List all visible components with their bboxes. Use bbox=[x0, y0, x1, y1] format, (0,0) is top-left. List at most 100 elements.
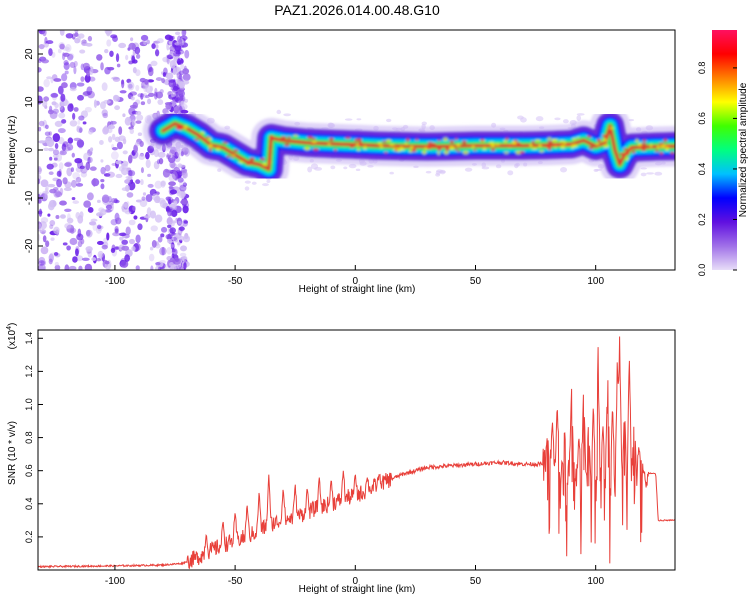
noise-blob bbox=[53, 186, 59, 191]
noise-blob bbox=[74, 158, 83, 164]
noise-blob bbox=[147, 183, 154, 188]
noise-blob bbox=[128, 219, 136, 226]
ridge-speckle bbox=[507, 144, 513, 148]
noise-blob bbox=[48, 147, 55, 152]
noise-blob bbox=[54, 102, 59, 109]
noise-blob bbox=[60, 214, 66, 219]
noise-blob bbox=[122, 150, 128, 155]
noise-blob bbox=[135, 69, 141, 77]
noise-blob bbox=[92, 223, 98, 231]
noise-blob bbox=[159, 89, 164, 94]
noise-blob bbox=[182, 182, 187, 187]
noise-blob bbox=[112, 35, 118, 42]
ridge-speckle bbox=[456, 143, 461, 147]
noise-blob bbox=[46, 76, 53, 80]
noise-blob bbox=[283, 113, 292, 117]
noise-blob bbox=[133, 144, 138, 153]
ridge-speckle bbox=[280, 136, 287, 139]
noise-blob bbox=[79, 211, 84, 219]
ridge-speckle bbox=[529, 143, 533, 148]
noise-blob bbox=[137, 93, 145, 98]
noise-blob bbox=[179, 184, 187, 192]
spectrogram-y-ticks: -20 -10 0 10 20 bbox=[24, 48, 43, 253]
noise-blob bbox=[40, 246, 49, 255]
noise-blob bbox=[165, 196, 171, 201]
noise-blob bbox=[169, 227, 176, 234]
noise-blob bbox=[143, 83, 148, 93]
colorbar-tick-label: 0.6 bbox=[697, 112, 707, 125]
noise-blob bbox=[118, 126, 123, 135]
noise-blob bbox=[85, 161, 91, 171]
noise-blob bbox=[155, 77, 163, 82]
x-tick-label: 100 bbox=[587, 276, 604, 287]
noise-blob bbox=[100, 159, 104, 163]
noise-blob bbox=[89, 68, 94, 75]
colorbar-ramp bbox=[712, 30, 737, 270]
noise-blob bbox=[80, 76, 85, 82]
noise-blob bbox=[110, 120, 117, 125]
noise-blob bbox=[147, 63, 152, 73]
noise-blob bbox=[344, 118, 353, 121]
noise-blob bbox=[173, 49, 181, 57]
noise-blob bbox=[65, 33, 74, 39]
noise-blob bbox=[110, 247, 116, 253]
ridge-speckle bbox=[437, 146, 442, 151]
noise-blob bbox=[49, 220, 56, 227]
noise-blob bbox=[49, 224, 54, 230]
ridge-speckle bbox=[259, 158, 266, 161]
noise-blob bbox=[89, 147, 94, 152]
noise-blob bbox=[73, 65, 77, 75]
noise-blob bbox=[64, 264, 70, 270]
noise-blob bbox=[39, 229, 47, 235]
ridge-speckle bbox=[358, 141, 363, 146]
noise-blob bbox=[88, 221, 97, 226]
ridge-speckle bbox=[471, 145, 475, 149]
spectrogram-x-axis-label: Height of straight line (km) bbox=[299, 284, 416, 295]
noise-blob bbox=[53, 189, 61, 198]
ridge-speckle bbox=[553, 145, 557, 149]
ridge-speckle bbox=[563, 141, 567, 145]
ridge-speckle bbox=[519, 150, 525, 154]
noise-blob bbox=[168, 79, 177, 88]
noise-blob bbox=[140, 34, 149, 42]
noise-blob bbox=[96, 224, 102, 230]
ridge-speckle bbox=[462, 150, 469, 155]
noise-blob bbox=[53, 226, 60, 235]
noise-blob bbox=[141, 92, 148, 99]
y-tick-label: 20 bbox=[24, 48, 35, 60]
ridge-speckle bbox=[311, 143, 315, 146]
ridge-speckle bbox=[670, 151, 675, 155]
noise-blob bbox=[46, 163, 54, 170]
y-tick-label: -20 bbox=[24, 238, 35, 253]
noise-blob bbox=[143, 41, 147, 45]
noise-blob bbox=[42, 258, 46, 268]
noise-blob bbox=[66, 167, 73, 177]
snr-x-axis-label: Height of straight line (km) bbox=[299, 584, 416, 595]
noise-blob bbox=[182, 68, 190, 75]
snr-frame bbox=[37, 329, 676, 571]
ridge-speckle bbox=[379, 145, 384, 149]
noise-blob bbox=[75, 211, 81, 219]
ridge-speckle bbox=[394, 148, 398, 152]
ridge-speckle bbox=[491, 143, 495, 148]
noise-blob bbox=[38, 58, 42, 64]
ridge-speckle bbox=[207, 137, 212, 142]
noise-blob bbox=[132, 205, 136, 212]
noise-blob bbox=[108, 136, 113, 143]
noise-blob bbox=[178, 38, 183, 45]
y-tick-label: 1.0 bbox=[24, 398, 34, 411]
ridge-speckle bbox=[197, 135, 201, 138]
noise-blob bbox=[142, 192, 147, 196]
noise-blob bbox=[141, 85, 146, 89]
noise-blob bbox=[67, 213, 71, 222]
noise-blob bbox=[38, 120, 45, 127]
noise-blob bbox=[147, 79, 155, 83]
noise-blob bbox=[166, 154, 172, 158]
ridge-speckle bbox=[586, 135, 592, 138]
noise-blob bbox=[654, 171, 663, 176]
noise-blob bbox=[73, 137, 82, 142]
noise-blob bbox=[107, 67, 115, 71]
ridge-speckle bbox=[442, 137, 449, 142]
ridge-speckle bbox=[658, 142, 665, 145]
noise-blob bbox=[121, 239, 129, 245]
